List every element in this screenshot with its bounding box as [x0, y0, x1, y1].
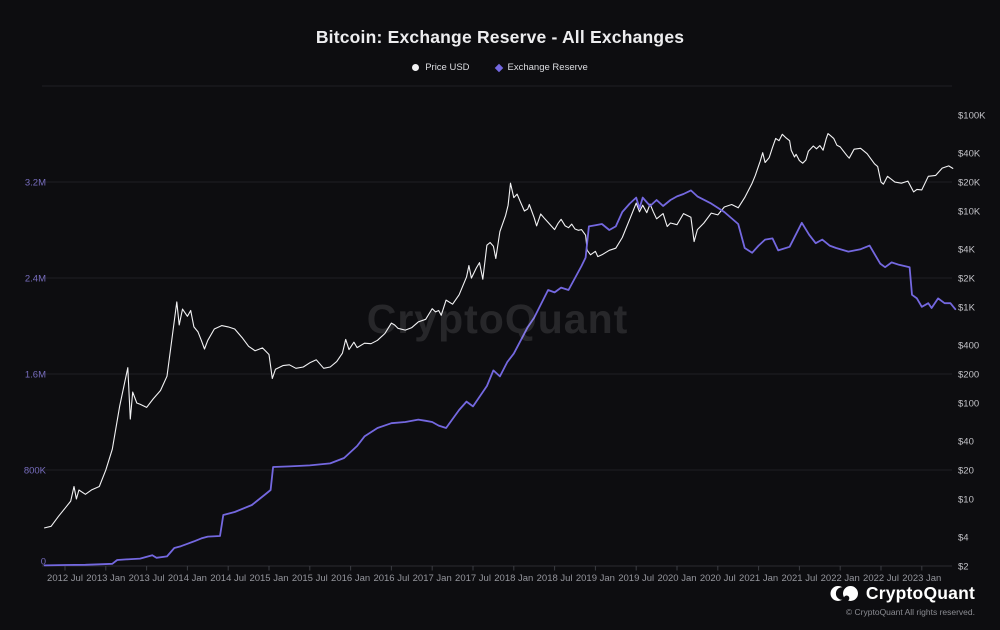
y-axis-right-label: $400: [958, 341, 979, 352]
cryptoquant-logo-icon: [830, 586, 858, 601]
x-axis-label: 2013 Jul: [129, 573, 165, 584]
x-axis-label: 2021 Jan: [739, 573, 778, 584]
y-axis-right-label: $10: [958, 494, 974, 505]
y-axis-left-label: 3.2M: [25, 177, 46, 188]
x-axis-label: 2022 Jan: [821, 573, 860, 584]
y-axis-right-label: $4K: [958, 245, 976, 256]
y-axis-left-label: 2.4M: [25, 273, 46, 284]
y-axis-right-label: $2: [958, 561, 969, 572]
legend-item-reserve[interactable]: Exchange Reserve: [494, 62, 588, 73]
x-axis-label: 2020 Jan: [657, 573, 696, 584]
y-axis-right-label: $100: [958, 398, 979, 409]
reserve-legend-label: Exchange Reserve: [507, 62, 588, 73]
y-axis-right-label: $100K: [958, 110, 986, 121]
y-axis-right-label: $40: [958, 437, 974, 448]
x-axis-label: 2016 Jul: [373, 573, 409, 584]
x-axis-label: 2017 Jul: [455, 573, 491, 584]
price-legend-label: Price USD: [425, 62, 470, 73]
y-axis-right-label: $20: [958, 465, 974, 476]
x-axis-label: 2018 Jan: [494, 573, 533, 584]
y-axis-left-label: 800K: [24, 465, 47, 476]
price-series-marker-icon: [412, 64, 420, 71]
y-axis-right-label: $40K: [958, 149, 981, 160]
legend: Price USD Exchange Reserve: [0, 62, 1000, 73]
x-axis-label: 2016 Jan: [331, 573, 370, 584]
x-axis-label: 2012 Jul: [47, 573, 83, 584]
y-axis-right-label: $20K: [958, 177, 981, 188]
x-axis-label: 2021 Jul: [781, 573, 817, 584]
x-axis-label: 2014 Jan: [168, 573, 207, 584]
x-axis-label: 2019 Jan: [576, 573, 615, 584]
x-axis-label: 2023 Jan: [902, 573, 941, 584]
y-axis-right-label: $2K: [958, 273, 976, 284]
copyright-text: © CryptoQuant All rights reserved.: [845, 607, 975, 617]
x-axis-label: 2020 Jul: [700, 573, 736, 584]
y-axis-right-label: $200: [958, 369, 979, 380]
brand-name: CryptoQuant: [865, 583, 975, 603]
x-axis-label: 2017 Jan: [413, 573, 452, 584]
legend-item-price[interactable]: Price USD: [412, 62, 470, 73]
chart-title: Bitcoin: Exchange Reserve - All Exchange…: [315, 27, 685, 47]
x-axis-label: 2022 Jul: [863, 573, 899, 584]
y-axis-right-label: $1K: [958, 302, 976, 313]
x-axis-label: 2015 Jul: [292, 573, 328, 584]
y-axis-right-label: $10K: [958, 206, 981, 217]
footer-brand: CryptoQuant © CryptoQuant All rights res…: [830, 583, 975, 617]
price-line: [44, 133, 954, 529]
x-axis-label: 2015 Jan: [249, 573, 288, 584]
y-axis-left-label: 1.6M: [25, 369, 46, 380]
reserve-line: [43, 189, 957, 567]
y-axis-right-label: $4: [958, 533, 969, 544]
y-axis-left-label: 0: [41, 556, 46, 567]
x-axis-label: 2013 Jan: [86, 573, 125, 584]
x-axis-label: 2018 Jul: [537, 573, 573, 584]
x-axis-label: 2019 Jul: [618, 573, 654, 584]
x-axis-label: 2014 Jul: [210, 573, 246, 584]
